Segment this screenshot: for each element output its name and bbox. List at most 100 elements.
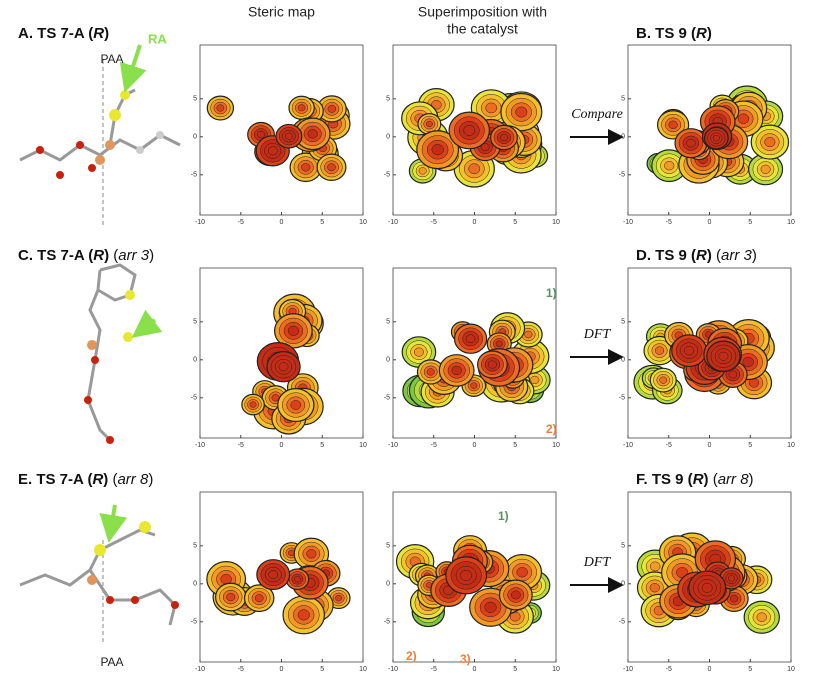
contour — [649, 561, 661, 572]
title-part: arr 3 — [118, 247, 150, 264]
y-tick-label: 5 — [621, 319, 625, 326]
contour — [297, 609, 310, 621]
contour — [756, 612, 767, 622]
contour — [701, 582, 713, 593]
y-tick-label: 0 — [386, 581, 390, 588]
x-tick-label: 5 — [513, 442, 517, 449]
x-tick-label: 0 — [473, 219, 477, 226]
arrow-label: Compare — [571, 107, 623, 122]
x-tick-label: 10 — [787, 666, 795, 673]
title-part: ) — [148, 471, 153, 488]
title-part: A. TS 7-A ( — [18, 25, 93, 42]
y-tick-label: 0 — [193, 357, 197, 364]
steric-map — [206, 95, 351, 183]
y-tick-label: 5 — [386, 543, 390, 550]
title-part: ) — [704, 471, 709, 488]
contour — [290, 400, 302, 410]
x-tick-label: 0 — [708, 666, 712, 673]
x-tick-label: -5 — [431, 442, 437, 449]
annotation: 2) — [546, 422, 557, 436]
panel-title: B. TS 9 (R) — [636, 25, 712, 42]
contour — [510, 590, 521, 600]
contour — [470, 382, 478, 389]
contour — [764, 137, 776, 148]
contour — [431, 99, 442, 110]
contour — [495, 340, 503, 348]
y-tick-label: 5 — [193, 543, 197, 550]
contour — [426, 368, 435, 376]
contour — [287, 325, 299, 336]
x-tick-label: 0 — [280, 219, 284, 226]
title-part: F. TS 9 ( — [636, 471, 693, 488]
x-tick-label: -5 — [666, 666, 672, 673]
title-part: R — [696, 25, 707, 42]
contour — [463, 125, 476, 136]
x-tick-label: -5 — [238, 666, 244, 673]
contour — [278, 362, 289, 372]
contour — [524, 330, 533, 339]
contour — [285, 132, 293, 140]
contour — [488, 360, 497, 369]
title-part: R — [93, 25, 104, 42]
contour — [728, 370, 738, 379]
contour — [760, 164, 771, 174]
y-tick-label: 5 — [621, 96, 625, 103]
title-part: ( — [712, 247, 721, 264]
y-tick-label: -5 — [619, 172, 625, 179]
contour — [718, 351, 729, 361]
contour — [335, 594, 343, 602]
arrow-label: DFT — [583, 327, 612, 342]
contour — [216, 104, 225, 112]
contour — [220, 574, 232, 585]
x-tick-label: -5 — [666, 219, 672, 226]
contour — [307, 129, 318, 139]
y-tick-label: 0 — [386, 134, 390, 141]
contour — [465, 334, 476, 344]
title-part: E. TS 7-A ( — [18, 471, 92, 488]
title-part: R — [696, 247, 707, 264]
x-tick-label: 5 — [748, 666, 752, 673]
x-tick-label: 10 — [787, 442, 795, 449]
contour — [327, 163, 336, 172]
x-tick-label: 0 — [280, 666, 284, 673]
x-tick-label: 5 — [513, 219, 517, 226]
y-tick-label: 0 — [386, 357, 390, 364]
x-tick-label: -10 — [388, 442, 398, 449]
title-part: R — [92, 471, 103, 488]
title-part: ) — [752, 247, 757, 264]
x-tick-label: 10 — [552, 442, 560, 449]
contour — [297, 104, 306, 112]
panel-title: F. TS 9 (R) (arr 8) — [636, 471, 754, 488]
x-tick-label: -10 — [195, 666, 205, 673]
title-part: ( — [709, 471, 718, 488]
contour — [468, 163, 481, 175]
contour — [485, 102, 498, 114]
contour — [712, 134, 720, 142]
title-part: R — [693, 471, 704, 488]
steric-map — [395, 535, 551, 634]
y-tick-label: -5 — [619, 619, 625, 626]
contour — [649, 583, 660, 593]
contour — [737, 113, 750, 124]
annotation: 1) — [498, 509, 509, 523]
title-part: ( — [109, 247, 118, 264]
contour — [516, 567, 528, 578]
contour — [460, 569, 473, 581]
title-part: ( — [108, 471, 117, 488]
y-tick-label: -5 — [619, 395, 625, 402]
y-tick-label: -5 — [191, 619, 197, 626]
x-tick-label: -5 — [238, 219, 244, 226]
contour — [659, 376, 668, 384]
x-tick-label: 0 — [708, 442, 712, 449]
column-header: the catalyst — [447, 21, 518, 37]
title-part: ) — [707, 247, 712, 264]
title-part: arr 8 — [117, 471, 149, 488]
y-tick-label: -5 — [384, 172, 390, 179]
steric-map — [401, 312, 551, 409]
contour — [729, 594, 739, 603]
x-tick-label: -10 — [195, 219, 205, 226]
x-tick-label: 10 — [552, 219, 560, 226]
contour — [254, 594, 264, 603]
